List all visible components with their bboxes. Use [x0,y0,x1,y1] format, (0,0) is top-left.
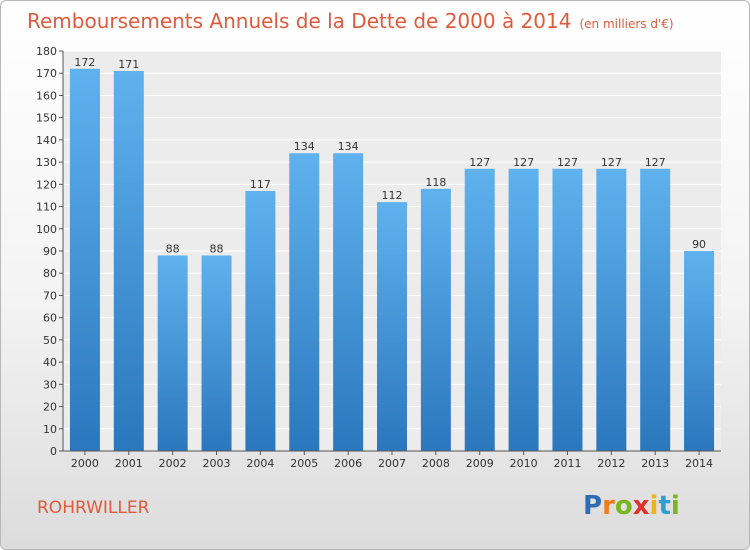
chart-title: Remboursements Annuels de la Dette de 20… [27,9,674,33]
y-tick-label: 40 [43,356,57,369]
data-label: 127 [645,156,666,169]
y-tick-label: 120 [36,178,57,191]
x-tick-label: 2014 [685,457,713,470]
logo-letter: t [658,491,671,521]
data-label: 127 [557,156,578,169]
y-tick-label: 130 [36,156,57,169]
bar [464,168,495,451]
proxiti-logo: Proxiti [583,491,680,521]
y-tick-label: 100 [36,223,57,236]
commune-name: ROHRWILLER [37,498,150,518]
x-tick-label: 2012 [597,457,625,470]
data-label: 127 [513,156,534,169]
y-tick-label: 110 [36,201,57,214]
y-tick-label: 170 [36,67,57,80]
logo-letter: i [670,491,680,521]
bar [157,255,188,451]
y-tick-label: 80 [43,267,57,280]
data-label: 127 [469,156,490,169]
y-tick-label: 70 [43,289,57,302]
x-tick-label: 2006 [334,457,362,470]
data-label: 90 [692,238,706,251]
x-tick-label: 2001 [115,457,143,470]
bar [684,251,715,451]
x-tick-label: 2010 [510,457,538,470]
y-tick-label: 30 [43,378,57,391]
bar [640,168,671,451]
x-tick-label: 2013 [641,457,669,470]
y-tick-label: 10 [43,423,57,436]
x-tick-label: 2004 [246,457,274,470]
y-tick-label: 0 [50,445,57,458]
bar [289,153,320,451]
bar [508,168,539,451]
bar [420,188,451,451]
data-label: 134 [338,140,359,153]
y-tick-label: 160 [36,89,57,102]
data-label: 118 [425,176,446,189]
bar [201,255,232,451]
logo-letter: r [602,491,615,521]
x-tick-label: 2009 [466,457,494,470]
logo-letter: x [632,491,650,521]
bar [69,68,100,452]
x-tick-label: 2008 [422,457,450,470]
data-label: 172 [74,56,95,69]
logo-letter: o [614,491,633,521]
y-tick-label: 20 [43,401,57,414]
x-tick-label: 2011 [553,457,581,470]
bar [333,153,364,451]
chart-unit: (en milliers d'€) [579,17,674,31]
logo-letter: i [649,491,659,521]
data-label: 127 [601,156,622,169]
logo-letter: P [583,491,603,521]
y-tick-label: 140 [36,134,57,147]
y-tick-label: 90 [43,245,57,258]
bar [245,191,276,451]
data-label: 88 [166,242,180,255]
x-tick-label: 2000 [71,457,99,470]
bar [552,168,583,451]
data-label: 134 [294,140,315,153]
data-label: 88 [210,242,224,255]
bar [377,202,407,451]
y-tick-label: 150 [36,112,57,125]
x-tick-label: 2003 [203,457,231,470]
bar [113,71,144,451]
x-tick-label: 2005 [290,457,318,470]
x-tick-label: 2002 [159,457,187,470]
data-label: 171 [118,58,139,71]
data-label: 112 [382,189,403,202]
y-tick-label: 60 [43,312,57,325]
data-label: 117 [250,178,271,191]
bar [596,168,627,451]
y-tick-label: 50 [43,334,57,347]
y-tick-label: 180 [36,45,57,58]
x-tick-label: 2007 [378,457,406,470]
